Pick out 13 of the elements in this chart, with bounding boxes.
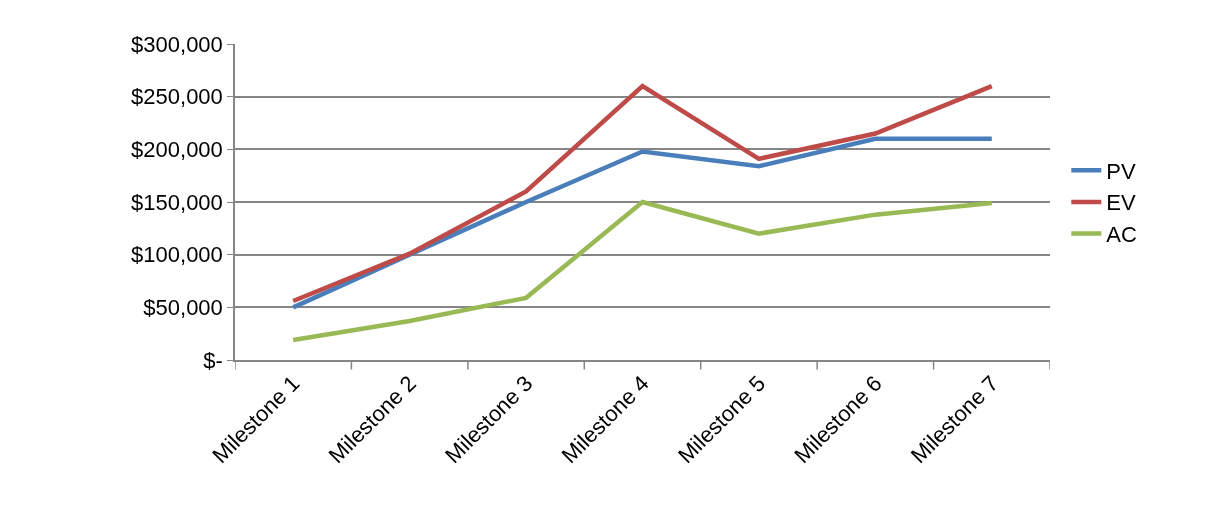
y-tick-label: $300,000 bbox=[131, 31, 223, 57]
line-series bbox=[290, 136, 995, 310]
y-tick-label: $200,000 bbox=[131, 137, 223, 163]
y-tick-label: $- bbox=[203, 347, 223, 373]
legend-label: PV bbox=[1106, 158, 1136, 184]
y-tick-label: $250,000 bbox=[131, 84, 223, 110]
y-tick-label: $50,000 bbox=[143, 295, 223, 321]
line-series bbox=[290, 199, 995, 343]
legend-label: AC bbox=[1106, 222, 1137, 248]
y-tick-label: $100,000 bbox=[131, 242, 223, 268]
y-tick-label: $150,000 bbox=[131, 189, 223, 215]
legend-label: EV bbox=[1106, 190, 1136, 216]
line-series bbox=[290, 83, 995, 304]
